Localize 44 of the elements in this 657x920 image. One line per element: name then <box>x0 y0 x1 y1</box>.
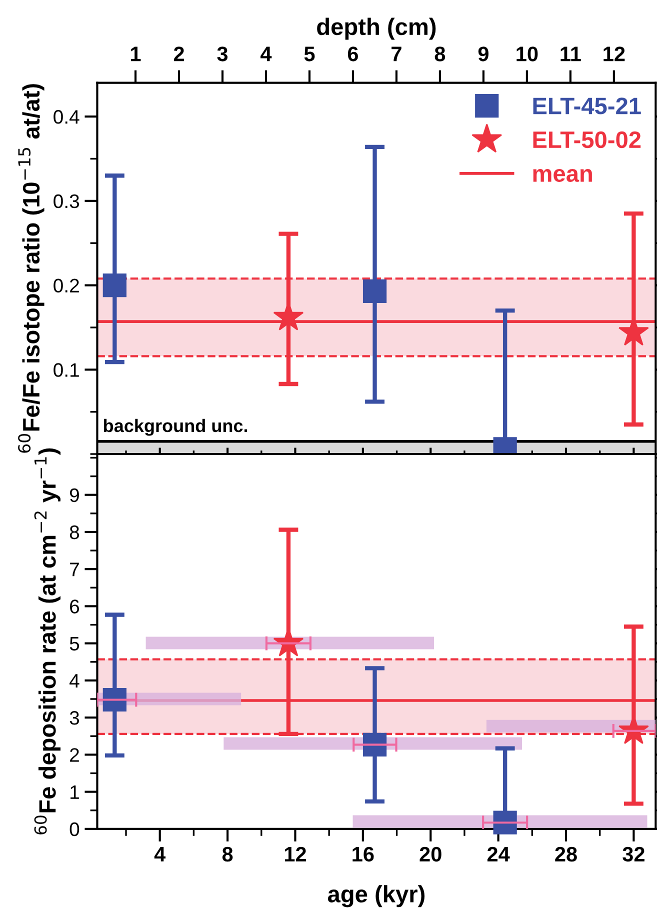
x2-tick-label: 12 <box>604 46 625 62</box>
x2-tick-label: 6 <box>348 46 358 62</box>
legend-label: ELT-45-21 <box>533 98 641 114</box>
y-tick-label: 8 <box>70 525 80 540</box>
y-tick-label: 0.2 <box>54 278 79 293</box>
x-tick-label: 24 <box>487 846 510 862</box>
x-axis-title: age (kyr) <box>328 885 424 908</box>
x2-tick-label: 4 <box>260 46 272 62</box>
x2-axis-title: depth (cm) <box>317 18 436 40</box>
x-tick-label: 16 <box>352 846 374 862</box>
y-tick-label: 7 <box>70 562 79 576</box>
point <box>102 273 126 298</box>
legend-label: ELT-50-02 <box>533 131 641 148</box>
point <box>362 732 387 756</box>
y-tick-label: 0.3 <box>54 194 80 208</box>
y-tick-label: 0.4 <box>54 110 80 124</box>
band-label: background unc. <box>104 418 248 436</box>
x2-tick-label: 3 <box>217 46 228 62</box>
x-tick-label: 28 <box>555 846 577 862</box>
x2-tick-label: 9 <box>478 46 488 62</box>
x2-tick-label: 7 <box>392 46 402 62</box>
y-tick-label: 9 <box>70 488 79 502</box>
x2-tick-label: 1 <box>131 46 141 62</box>
y-tick-label: 1 <box>70 785 79 799</box>
x-tick-label: 12 <box>284 846 306 862</box>
x-tick-label: 20 <box>420 846 442 862</box>
y-tick-label: 5 <box>70 636 80 651</box>
x2-tick-label: 8 <box>434 46 446 62</box>
y-tick-label: 0 <box>70 822 80 836</box>
point <box>362 279 387 303</box>
legend-label: mean <box>533 168 592 182</box>
x2-tick-label: 2 <box>174 46 184 62</box>
point <box>493 810 517 834</box>
x-tick-label: 32 <box>622 846 644 862</box>
x-tick-label: 8 <box>222 846 233 862</box>
x-tick-label: 4 <box>154 847 166 862</box>
x2-tick-label: 11 <box>560 46 581 62</box>
y-tick-label: 4 <box>70 674 80 688</box>
y-tick-label: 0.1 <box>54 363 79 377</box>
x2-tick-label: 10 <box>516 46 538 62</box>
y-tick-label: 6 <box>70 600 80 614</box>
y-tick-label: 3 <box>70 711 80 725</box>
x2-tick-label: 5 <box>304 46 315 62</box>
y-tick-label: 2 <box>70 748 79 762</box>
